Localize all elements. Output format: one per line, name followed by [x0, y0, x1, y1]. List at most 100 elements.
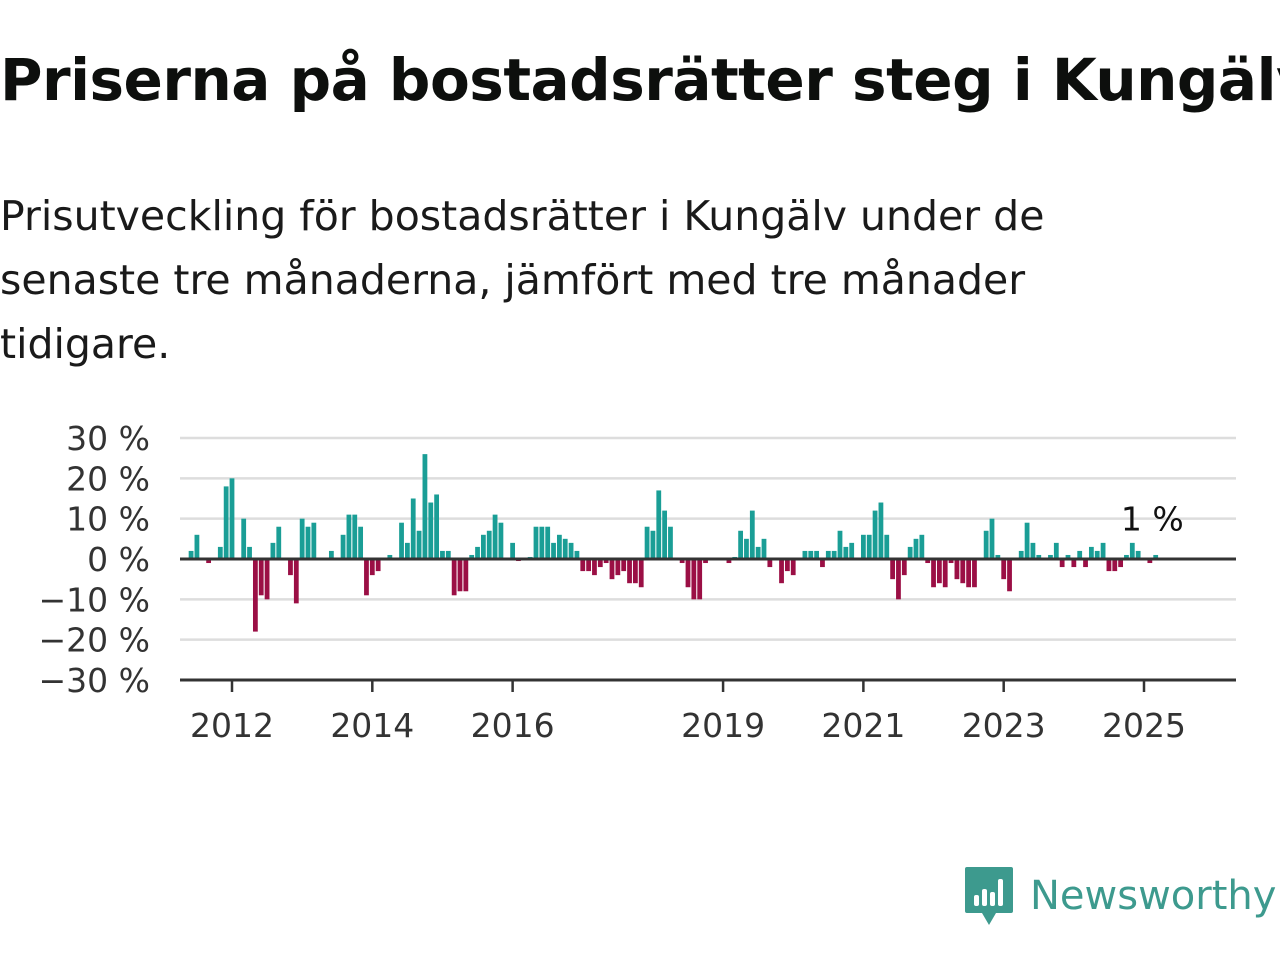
bar	[1135, 550, 1141, 559]
bar	[428, 502, 434, 559]
grid-lines	[180, 436, 1236, 641]
bar	[1088, 546, 1094, 559]
bar	[609, 559, 615, 580]
bar	[960, 559, 966, 584]
bar	[562, 538, 568, 559]
bar	[1124, 554, 1129, 559]
bar	[1147, 559, 1153, 564]
bar	[469, 554, 475, 559]
bar	[387, 554, 393, 559]
y-tick-label: 0 %	[87, 540, 150, 579]
bar	[1118, 559, 1124, 568]
bar	[1007, 559, 1012, 592]
bar	[638, 559, 644, 588]
bar	[551, 542, 556, 559]
bar	[1106, 559, 1112, 572]
bar	[1071, 559, 1077, 568]
bar	[299, 518, 305, 559]
bar	[574, 550, 580, 559]
bar	[404, 542, 410, 559]
bar	[662, 510, 668, 559]
bar	[1083, 559, 1088, 568]
bar	[445, 550, 451, 559]
x-tick-label: 2025	[1102, 706, 1186, 745]
y-tick-label: 30 %	[66, 419, 150, 458]
bar	[989, 518, 995, 559]
bar	[1112, 559, 1118, 572]
bar	[311, 522, 317, 559]
bar	[1094, 550, 1100, 559]
bar	[627, 559, 632, 584]
bar	[761, 538, 767, 559]
newsworthy-logo: Newsworthy	[964, 864, 1276, 928]
bar	[434, 494, 440, 559]
bar	[533, 526, 539, 559]
bar	[288, 559, 293, 576]
bar	[440, 550, 445, 559]
bar	[650, 530, 656, 559]
bar	[346, 514, 352, 559]
y-tick-label: −20 %	[39, 621, 151, 660]
bar	[802, 550, 808, 559]
x-tick-label: 2012	[190, 706, 274, 745]
bar	[621, 559, 627, 572]
bar	[749, 510, 755, 559]
bar	[586, 559, 592, 572]
newsworthy-logo-icon	[965, 867, 1013, 925]
bar	[925, 559, 931, 564]
bar	[1077, 550, 1083, 559]
bar	[556, 534, 562, 559]
x-tick-label: 2023	[962, 706, 1046, 745]
bar	[954, 559, 960, 580]
bar	[703, 559, 708, 564]
y-tick-label: −10 %	[39, 580, 151, 619]
bar	[1100, 542, 1106, 559]
x-tick-label: 2014	[330, 706, 414, 745]
bar	[884, 534, 890, 559]
bar	[475, 546, 480, 559]
bar	[545, 526, 551, 559]
bar	[878, 502, 884, 559]
bar	[1053, 542, 1059, 559]
y-tick-label: 10 %	[66, 500, 150, 539]
bar	[486, 530, 492, 559]
bar	[972, 559, 977, 588]
bar	[890, 559, 896, 580]
bar	[293, 559, 299, 604]
bar	[463, 559, 469, 592]
bar-chart: 30 %20 %10 %0 %−10 %−20 %−30 % 2012 2014 20…	[39, 419, 1236, 745]
bar	[328, 550, 334, 559]
bar	[206, 559, 212, 564]
bar	[790, 559, 796, 576]
bar	[1048, 554, 1053, 559]
bar	[270, 542, 276, 559]
bar	[480, 534, 486, 559]
bar	[410, 498, 416, 559]
bar	[1030, 542, 1036, 559]
bar	[901, 559, 907, 576]
bar	[352, 514, 358, 559]
bar	[913, 538, 919, 559]
x-tick-label: 2019	[681, 706, 765, 745]
bar	[229, 478, 235, 559]
bar	[305, 526, 311, 559]
bar	[498, 522, 504, 559]
bar	[422, 454, 428, 559]
bar	[691, 559, 697, 600]
bar	[966, 559, 972, 588]
bar	[580, 559, 586, 572]
bar	[825, 550, 831, 559]
bar	[194, 534, 200, 559]
bar	[697, 559, 703, 600]
x-tick-label: 2021	[821, 706, 905, 745]
x-tick-label: 2016	[471, 706, 555, 745]
bar	[1065, 554, 1071, 559]
bar	[843, 546, 849, 559]
bar	[738, 530, 744, 559]
bar	[907, 546, 913, 559]
bar	[644, 526, 650, 559]
last-value-label: 1 %	[1121, 500, 1184, 539]
bar	[247, 546, 252, 559]
bar	[399, 522, 404, 559]
bar	[685, 559, 691, 588]
